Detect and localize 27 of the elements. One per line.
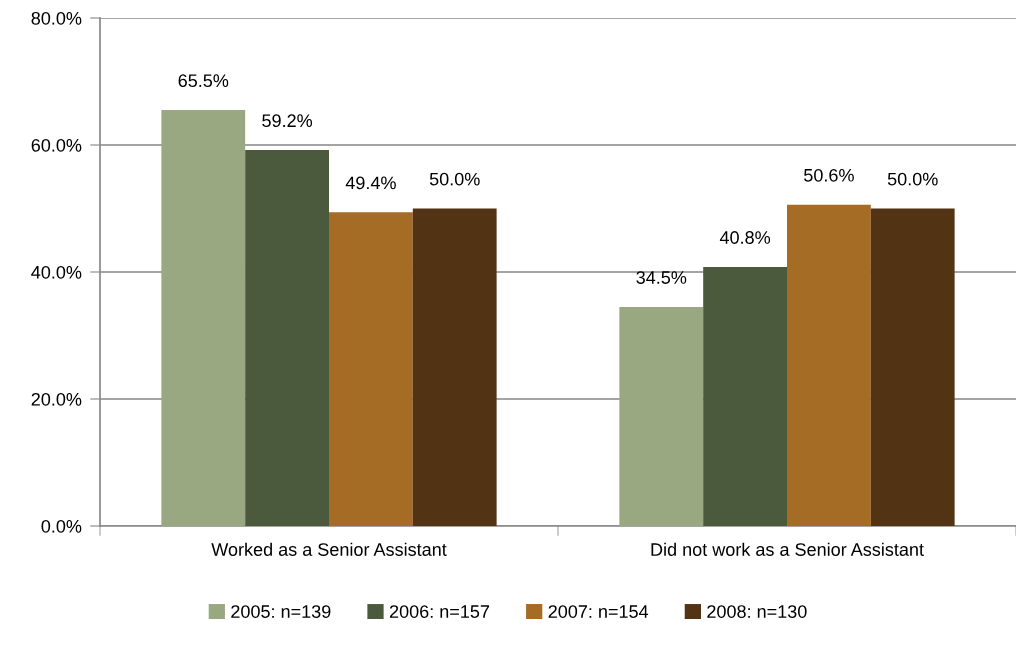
y-tick-label: 20.0% xyxy=(31,392,82,406)
x-tick-label: Did not work as a Senior Assistant xyxy=(651,542,924,556)
bar xyxy=(870,208,955,526)
data-label: 50.6% xyxy=(804,168,854,182)
data-label: 49.4% xyxy=(345,176,396,190)
legend-label: 2007: n=154 xyxy=(548,605,649,618)
x-tick-label: Worked as a Senior Assistant xyxy=(211,542,447,556)
y-tick-label: 40.0% xyxy=(31,265,82,279)
data-label: 40.8% xyxy=(719,231,771,244)
legend-label: 2008: n=130 xyxy=(707,605,807,618)
bar xyxy=(161,110,246,526)
data-label: 34.5% xyxy=(636,271,687,284)
y-tick-label: 0.0% xyxy=(41,519,82,533)
bar xyxy=(787,204,871,526)
bar xyxy=(412,208,497,526)
y-tick-label: 60.0% xyxy=(31,138,82,152)
bar xyxy=(703,266,787,526)
legend-label: 2006: n=157 xyxy=(389,605,490,618)
data-label: 50.0% xyxy=(887,172,938,186)
bar xyxy=(619,306,704,526)
data-label: 50.0% xyxy=(429,172,480,186)
legend-label: 2005: n=139 xyxy=(231,605,331,618)
data-label: 65.5% xyxy=(178,74,229,88)
data-label: 59.2% xyxy=(262,114,313,128)
y-tick-label: 80.0% xyxy=(31,11,82,25)
bar xyxy=(245,150,329,526)
bar xyxy=(329,212,413,526)
